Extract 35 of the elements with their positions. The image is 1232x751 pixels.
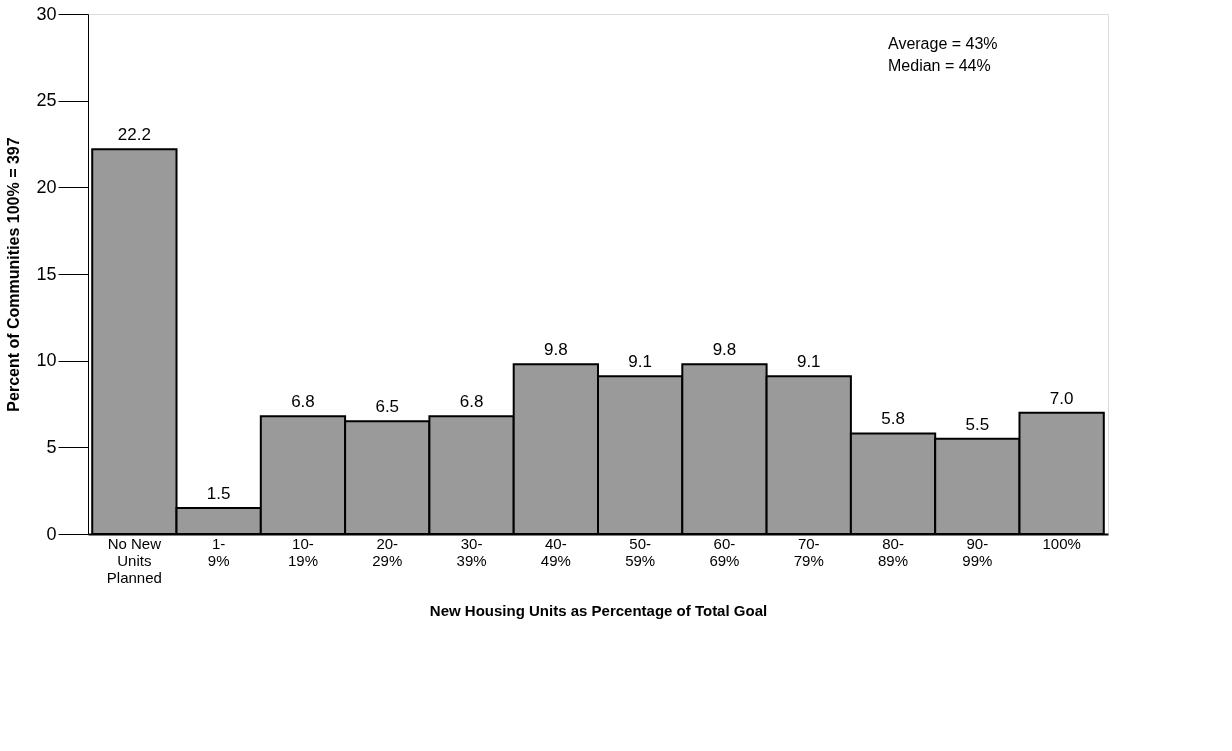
- y-tick-label: 0: [46, 523, 57, 544]
- data-label: 22.2: [117, 125, 151, 145]
- x-tick-label: 70- 79%: [793, 534, 824, 569]
- data-label: 9.8: [712, 340, 737, 360]
- data-label: 5.5: [965, 414, 990, 434]
- x-tick-label: 1- 9%: [207, 534, 230, 569]
- data-label: 6.8: [459, 392, 484, 412]
- y-axis-title: Percent of Communities 100% = 397: [5, 137, 23, 412]
- x-tick-label: No New Units Planned: [106, 534, 162, 586]
- data-label: 1.5: [206, 484, 231, 503]
- x-tick-label: 80- 89%: [878, 534, 909, 569]
- x-tick-label: 40- 49%: [540, 534, 571, 569]
- data-label: 9.1: [628, 352, 652, 372]
- x-tick-label: 90- 99%: [962, 534, 993, 569]
- x-axis-title: New Housing Units as Percentage of Total Goal: [429, 601, 768, 619]
- data-label: 9.1: [796, 352, 821, 372]
- x-tick-label: 60- 69%: [709, 534, 740, 569]
- data-label: 9.8: [544, 340, 568, 360]
- data-label: 7.0: [1049, 388, 1074, 408]
- x-tick-label: 20- 29%: [372, 534, 403, 569]
- x-tick-label: 30- 39%: [456, 534, 487, 569]
- y-tick-label: 25: [36, 90, 57, 111]
- y-tick-label: 5: [46, 436, 57, 457]
- y-tick-label: 15: [36, 263, 57, 284]
- data-label: 5.8: [881, 409, 905, 429]
- x-tick-label: 10- 19%: [287, 534, 318, 569]
- y-tick-label: 10: [36, 350, 57, 371]
- data-label: 6.8: [291, 392, 315, 412]
- x-tick-label: 50- 59%: [625, 534, 656, 569]
- annotation: Average = 43%: [888, 35, 998, 52]
- x-tick-label: 100%: [1042, 534, 1081, 552]
- y-tick-label: 30: [36, 3, 57, 24]
- data-label: 6.5: [375, 397, 400, 417]
- y-tick-label: 20: [36, 176, 57, 197]
- annotation: Median = 44%: [888, 57, 991, 74]
